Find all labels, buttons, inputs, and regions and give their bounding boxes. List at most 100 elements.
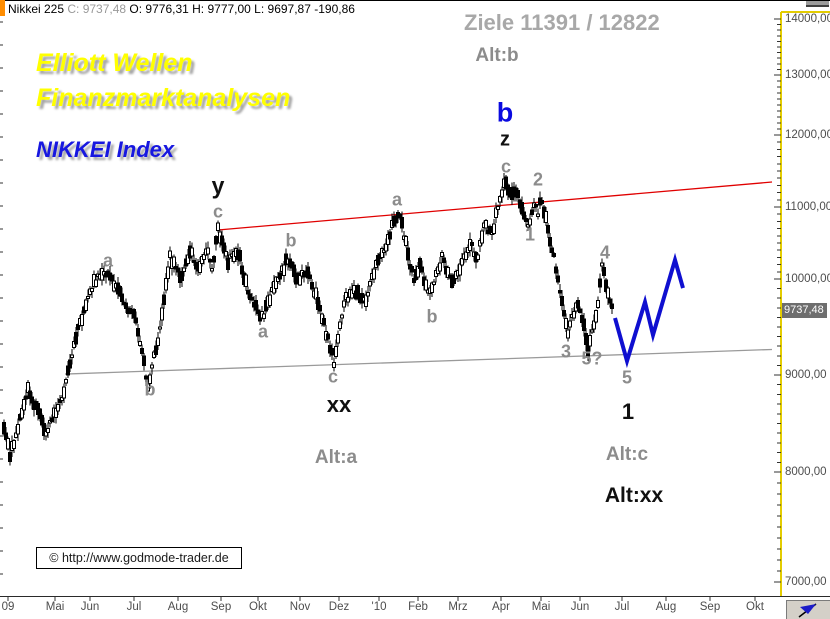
candle-body bbox=[134, 317, 138, 324]
candle-body bbox=[524, 217, 528, 222]
candle-body bbox=[578, 308, 582, 313]
last-price-tag: 9737,48 bbox=[782, 303, 827, 318]
candle-body bbox=[464, 251, 468, 261]
month-label: Dez bbox=[328, 601, 350, 613]
candle-body bbox=[342, 300, 346, 308]
candle-body bbox=[150, 364, 154, 369]
wave-label: 2 bbox=[532, 169, 544, 190]
candle-body bbox=[8, 451, 12, 462]
wave-label: Alt:c bbox=[605, 444, 649, 465]
candle-body bbox=[572, 311, 576, 319]
candle-body bbox=[64, 378, 68, 384]
candle-body bbox=[142, 355, 146, 366]
candle-body bbox=[136, 327, 140, 337]
candle-body bbox=[530, 209, 534, 216]
candle-body bbox=[480, 230, 484, 244]
candle-body bbox=[212, 256, 216, 263]
candle-body bbox=[566, 329, 570, 339]
candle-body bbox=[568, 320, 572, 328]
candle-body bbox=[336, 333, 340, 344]
price-tick-label: 13000,00 bbox=[785, 69, 830, 81]
candle-body bbox=[556, 275, 560, 283]
candle-body bbox=[610, 303, 614, 310]
month-label: Sep bbox=[210, 601, 232, 613]
candle-body bbox=[590, 329, 594, 333]
candle-body bbox=[356, 284, 360, 298]
candle-body bbox=[346, 296, 350, 303]
candle-body bbox=[536, 213, 540, 218]
wave-label: Alt:a bbox=[314, 447, 358, 468]
candle-body bbox=[404, 236, 408, 247]
candle-body bbox=[160, 307, 164, 321]
candle-body bbox=[340, 314, 344, 319]
candle-body bbox=[68, 359, 72, 369]
candle-body bbox=[330, 348, 334, 356]
wave-label: a bbox=[257, 321, 269, 342]
candle-body bbox=[432, 281, 436, 285]
window-top-border bbox=[0, 0, 830, 1]
month-label: Sep bbox=[699, 601, 721, 613]
price-tick-label: 11000,00 bbox=[785, 201, 830, 213]
candle-body bbox=[366, 291, 370, 297]
candle-body bbox=[166, 266, 170, 280]
candle-body bbox=[368, 281, 372, 287]
wave-label: c bbox=[212, 201, 224, 222]
candle-body bbox=[244, 274, 248, 287]
candle-body bbox=[552, 252, 556, 257]
month-label: Aug bbox=[655, 601, 677, 613]
candle-body bbox=[56, 404, 60, 412]
month-label: Jul bbox=[614, 601, 630, 613]
candle-body bbox=[144, 375, 148, 380]
brand-line2: Finanzmarktanalysen bbox=[36, 84, 291, 112]
candle-body bbox=[110, 275, 114, 282]
candle-body bbox=[582, 318, 586, 332]
month-label: Okt bbox=[746, 601, 764, 613]
candle-body bbox=[62, 386, 66, 399]
wave-label: c bbox=[327, 366, 339, 387]
month-label: Jun bbox=[570, 601, 590, 613]
candle-body bbox=[420, 266, 424, 273]
candle-body bbox=[238, 249, 242, 262]
month-label: Mai bbox=[531, 601, 551, 613]
wave-label: a bbox=[102, 250, 114, 271]
candle-body bbox=[318, 304, 322, 312]
info-bar-segment: O: 9776,31 H: 9777,00 L: 9697,87 -190,86 bbox=[129, 2, 355, 16]
price-tick-label: 9000,00 bbox=[785, 369, 827, 381]
wave-label: 5? bbox=[581, 348, 603, 369]
candle-body bbox=[562, 310, 566, 317]
candle-body bbox=[250, 296, 254, 301]
flag-tool-button[interactable] bbox=[786, 600, 830, 619]
candle-body bbox=[70, 354, 74, 359]
month-label: Jun bbox=[80, 601, 100, 613]
candle-body bbox=[90, 287, 94, 292]
candle-body bbox=[50, 417, 54, 422]
candle-body bbox=[282, 264, 286, 277]
candle-body bbox=[410, 265, 414, 273]
candle-body bbox=[156, 337, 160, 347]
candle-body bbox=[172, 256, 176, 268]
price-tick-label: 7000,00 bbox=[785, 576, 827, 588]
candle-body bbox=[256, 309, 260, 314]
trendline-upper-red bbox=[217, 181, 773, 231]
month-label: 09 bbox=[1, 601, 15, 613]
candle-body bbox=[596, 300, 600, 308]
month-label: Okt bbox=[249, 601, 267, 613]
candle-body bbox=[84, 299, 88, 311]
candle-body bbox=[594, 310, 598, 323]
candle-body bbox=[424, 279, 428, 291]
price-tick-label: 14000,00 bbox=[785, 13, 830, 25]
wave-label: a bbox=[391, 189, 403, 210]
wave-label: b bbox=[426, 306, 438, 327]
candle-body bbox=[400, 217, 404, 229]
candle-body bbox=[182, 267, 186, 272]
candle-body bbox=[588, 334, 592, 347]
candle-body bbox=[492, 223, 496, 235]
candle-body bbox=[332, 362, 336, 368]
candle-body bbox=[208, 258, 212, 263]
watermark-brand: Elliott Wellen Finanzmarktanalysen bbox=[36, 46, 290, 116]
candle-body bbox=[190, 247, 194, 257]
month-label: Jul bbox=[126, 601, 142, 613]
price-tick-label: 12000,00 bbox=[785, 129, 830, 141]
candle-body bbox=[46, 427, 50, 433]
